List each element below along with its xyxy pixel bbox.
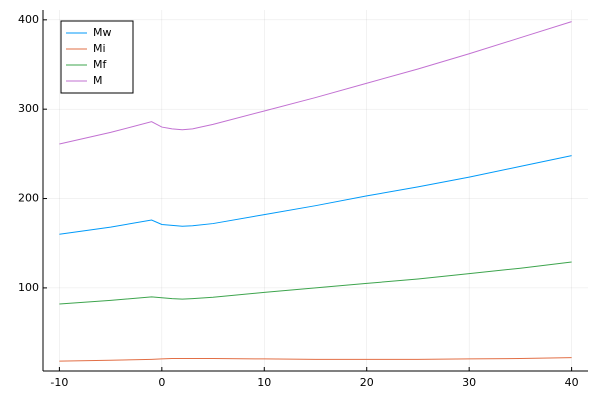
- x-tick-label: -10: [50, 376, 68, 389]
- y-tick-label: 100: [18, 281, 39, 294]
- x-tick-label: 20: [360, 376, 374, 389]
- x-tick-label: 40: [565, 376, 579, 389]
- x-tick-label: 10: [257, 376, 271, 389]
- series-line: [59, 155, 572, 235]
- y-tick-label: 300: [18, 102, 39, 115]
- y-tick-label: 200: [18, 192, 39, 205]
- series-line: [59, 261, 572, 305]
- series-line: [59, 357, 572, 362]
- legend-label: M: [93, 74, 103, 87]
- x-tick-label: 30: [462, 376, 476, 389]
- legend-label: Mi: [93, 42, 106, 55]
- legend-label: Mw: [93, 26, 112, 39]
- x-tick-label: 0: [158, 376, 165, 389]
- legend-label: Mf: [93, 58, 107, 71]
- y-tick-label: 400: [18, 13, 39, 26]
- series-line: [59, 21, 572, 145]
